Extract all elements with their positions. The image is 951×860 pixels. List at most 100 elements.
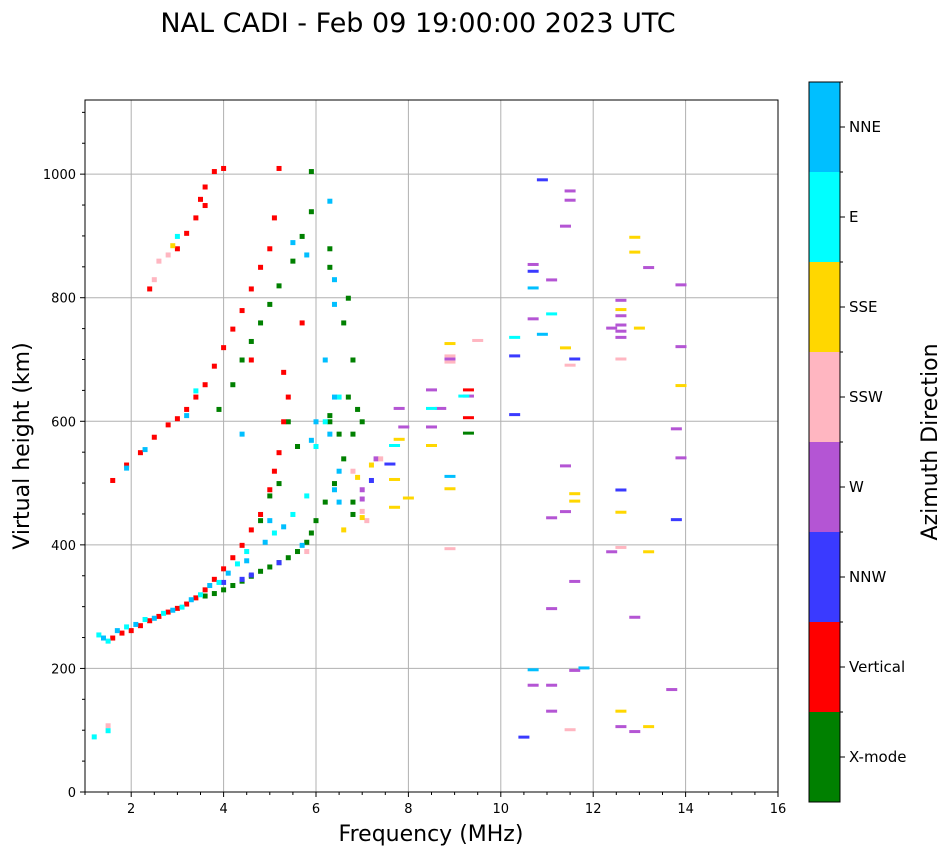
data-point (137, 450, 143, 456)
data-point (527, 668, 539, 672)
data-point (308, 169, 314, 175)
data-point (536, 332, 548, 336)
series-e (91, 233, 558, 740)
data-point (509, 354, 521, 358)
data-point (137, 623, 143, 629)
data-point (359, 487, 365, 493)
data-point (165, 422, 171, 428)
data-point (100, 635, 106, 641)
data-point (179, 604, 185, 610)
data-point (202, 184, 208, 190)
data-point (276, 560, 282, 566)
data-point (267, 493, 273, 499)
data-point (184, 230, 190, 236)
colorbar: X-mode Vertical NNW W SSW SSE E NNE (808, 81, 906, 803)
data-point (239, 576, 245, 582)
data-point (643, 725, 655, 729)
data-point (248, 338, 254, 344)
data-point (615, 323, 627, 327)
data-point (262, 539, 268, 545)
x-axis-label: Frequency (MHz) (339, 822, 524, 847)
data-point (402, 496, 414, 500)
data-point (105, 728, 111, 734)
data-point (527, 286, 539, 290)
data-point (308, 437, 314, 443)
data-point (211, 363, 217, 369)
data-point (359, 419, 365, 425)
data-point (629, 730, 641, 734)
data-point (193, 215, 199, 221)
data-point (267, 487, 273, 493)
data-point (389, 477, 401, 481)
series-x-mode (202, 169, 474, 599)
data-point (336, 394, 342, 400)
data-point (373, 456, 379, 462)
data-point (426, 425, 437, 429)
data-point (110, 477, 116, 483)
data-point (666, 688, 678, 692)
colorbar-label-w: W (849, 478, 864, 496)
data-point (444, 357, 456, 361)
data-point (327, 198, 333, 204)
colorbar-label: Azimuth Direction (918, 343, 943, 540)
data-point (546, 607, 558, 611)
data-point (151, 615, 157, 621)
data-point (271, 215, 277, 221)
x-tick-label: 10 (493, 802, 510, 817)
data-point (207, 583, 213, 589)
x-tick-label: 4 (219, 802, 227, 817)
colorbar-label-vertical: Vertical (849, 658, 905, 676)
data-point (285, 555, 291, 561)
data-point (313, 419, 319, 425)
data-point (444, 547, 456, 551)
data-point (221, 587, 227, 593)
data-point (234, 561, 240, 567)
data-point (426, 388, 437, 392)
data-point (615, 725, 627, 729)
data-point (527, 317, 539, 321)
data-point (267, 301, 273, 307)
data-point (393, 437, 405, 441)
data-point (299, 320, 305, 326)
data-point (569, 499, 581, 503)
y-tick-label: 1000 (43, 168, 76, 183)
data-point (322, 419, 328, 425)
data-point (615, 488, 627, 492)
data-point (341, 320, 347, 326)
data-point (675, 456, 687, 460)
data-point (509, 335, 521, 339)
x-axis-ticks: 2 4 6 8 10 12 14 16 (84, 792, 787, 817)
data-point (350, 499, 356, 505)
data-point (202, 203, 208, 209)
x-tick-label: 12 (585, 802, 602, 817)
data-point (239, 542, 245, 548)
data-point (527, 262, 539, 266)
data-point (202, 593, 208, 599)
data-point (327, 246, 333, 252)
data-point (110, 635, 116, 641)
data-point (331, 481, 337, 487)
x-tick-label: 16 (770, 802, 787, 817)
data-point (569, 357, 581, 361)
data-point (313, 444, 319, 449)
data-point (142, 447, 148, 453)
data-point (606, 550, 618, 554)
colorbar-swatch (809, 352, 840, 442)
data-point (546, 709, 558, 713)
data-point (276, 481, 282, 487)
data-point (615, 709, 627, 713)
data-point (322, 499, 328, 505)
data-point (559, 464, 571, 468)
data-point (341, 527, 347, 533)
data-point (285, 419, 291, 425)
data-point (578, 666, 590, 670)
data-point (248, 357, 254, 363)
data-point (518, 735, 530, 739)
colorbar-swatch (809, 622, 840, 712)
x-tick-label: 14 (677, 802, 694, 817)
data-point (267, 518, 273, 524)
data-point (258, 511, 264, 517)
data-point (258, 320, 264, 326)
data-point (384, 462, 396, 466)
data-point (133, 621, 139, 627)
